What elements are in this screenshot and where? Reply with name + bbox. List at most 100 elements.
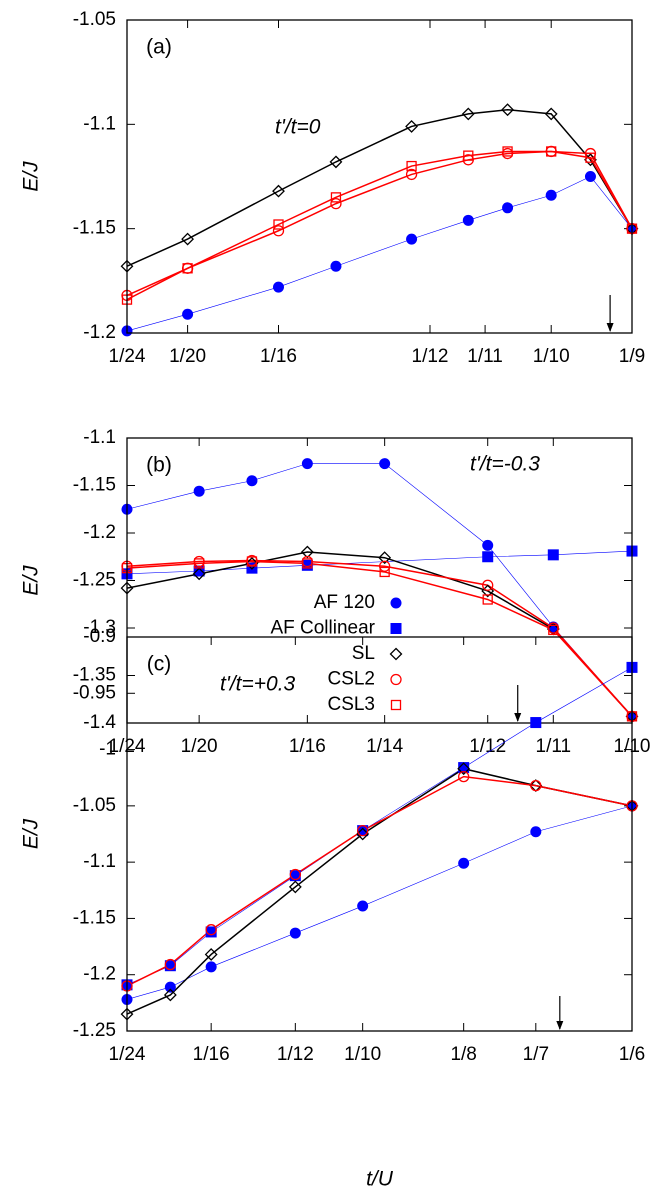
- x-tick-label: 1/12: [412, 346, 449, 367]
- legend-marker: [390, 623, 402, 634]
- marker: [357, 824, 369, 837]
- legend-label: AF 120: [314, 592, 375, 613]
- series-line: [126, 551, 633, 717]
- marker: [289, 927, 301, 939]
- y-tick-label: -0.95: [73, 682, 116, 703]
- marker: [547, 549, 559, 561]
- x-tick-label: 1/11: [536, 736, 572, 757]
- arrow-head: [514, 713, 522, 722]
- marker: [458, 857, 470, 869]
- marker: [330, 260, 342, 272]
- x-tick-label: 1/7: [523, 1044, 549, 1065]
- x-tick-label: 1/16: [193, 1044, 230, 1065]
- marker: [461, 107, 475, 121]
- marker: [164, 960, 176, 972]
- y-tick-label: -1: [99, 739, 116, 760]
- marker: [356, 827, 370, 841]
- marker: [289, 868, 301, 881]
- legend-marker: [390, 673, 402, 686]
- y-tick-label: -1.15: [73, 475, 116, 496]
- marker: [301, 458, 313, 470]
- series-line: [126, 150, 633, 301]
- legend-label: CSL2: [327, 669, 375, 690]
- marker: [245, 556, 259, 570]
- series-line: [126, 767, 633, 1015]
- series-line: [126, 775, 633, 987]
- y-tick-label: -1.25: [73, 570, 116, 591]
- marker: [273, 219, 284, 230]
- y-tick-label: -1.05: [73, 9, 116, 30]
- y-tick-label: -1.05: [73, 795, 116, 816]
- marker: [458, 762, 470, 774]
- plot-frame: [126, 19, 633, 334]
- marker: [544, 107, 558, 121]
- x-tick-label: 1/12: [469, 736, 506, 757]
- x-tick-label: 1/12: [277, 1044, 314, 1065]
- x-tick-label: 1/9: [619, 346, 645, 367]
- legend-marker: [390, 597, 402, 609]
- panel-label: (a): [146, 36, 172, 59]
- marker: [302, 558, 313, 569]
- series-line: [126, 805, 633, 1000]
- series-line: [126, 108, 633, 267]
- x-tick-label: 1/10: [533, 346, 570, 367]
- x-tick-label: 1/16: [289, 736, 326, 757]
- y-axis-label: E/J: [20, 565, 43, 596]
- y-tick-label: -1.15: [73, 907, 116, 928]
- marker: [482, 594, 493, 605]
- marker: [246, 556, 258, 567]
- marker: [501, 103, 514, 117]
- marker: [163, 988, 177, 1002]
- plot-frame: [126, 437, 633, 724]
- marker: [379, 458, 391, 470]
- marker: [193, 485, 205, 497]
- marker: [288, 880, 302, 894]
- marker: [181, 232, 195, 246]
- series-line: [126, 150, 633, 297]
- x-tick-label: 1/20: [181, 736, 218, 757]
- marker: [379, 560, 391, 572]
- y-tick-label: -1.15: [73, 218, 116, 239]
- marker: [300, 545, 314, 559]
- annotation: t'/t=-0.3: [470, 453, 540, 476]
- legend-label: CSL3: [327, 694, 375, 715]
- marker: [192, 567, 206, 581]
- x-tick-label: 1/16: [260, 346, 297, 367]
- marker: [357, 825, 369, 837]
- legend-marker: [390, 699, 402, 711]
- marker: [330, 192, 342, 203]
- legend-label: AF Collinear: [270, 618, 375, 639]
- marker: [530, 826, 542, 838]
- marker: [462, 214, 474, 226]
- marker: [584, 171, 596, 182]
- series-line: [126, 560, 633, 717]
- y-tick-label: -1.25: [73, 1020, 116, 1041]
- marker: [482, 579, 494, 591]
- marker: [289, 870, 301, 882]
- marker: [458, 770, 470, 783]
- x-tick-label: 1/20: [169, 346, 206, 367]
- marker: [457, 762, 471, 776]
- marker: [182, 308, 194, 320]
- marker: [205, 926, 217, 938]
- marker: [530, 717, 542, 729]
- marker: [545, 189, 557, 201]
- y-axis-label: E/J: [20, 161, 43, 192]
- series-line: [126, 463, 633, 717]
- marker: [246, 475, 258, 487]
- marker: [482, 539, 494, 551]
- marker: [329, 155, 343, 169]
- marker: [205, 924, 217, 936]
- marker: [164, 958, 177, 971]
- marker: [182, 263, 193, 274]
- x-tick-label: 1/24: [109, 1044, 146, 1065]
- y-tick-label: -1.3: [83, 617, 116, 638]
- marker: [193, 565, 205, 577]
- marker: [530, 779, 542, 792]
- marker: [405, 120, 418, 133]
- arrow-head: [556, 1021, 564, 1030]
- y-tick-label: -0.9: [83, 626, 116, 647]
- series-line: [126, 559, 633, 717]
- x-axis-label: t/U: [366, 1168, 394, 1191]
- marker: [585, 152, 596, 163]
